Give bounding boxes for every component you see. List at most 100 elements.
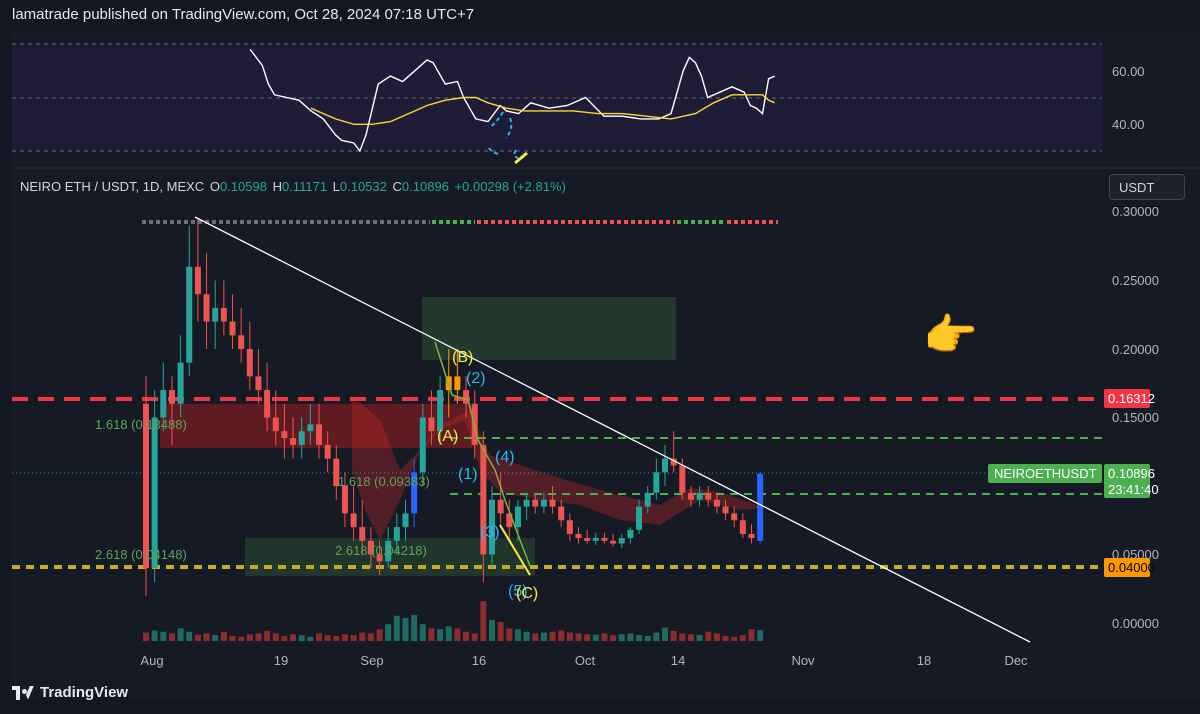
candle-body bbox=[194, 266, 201, 295]
descending-trendline bbox=[194, 216, 1031, 643]
volume-bar bbox=[558, 630, 565, 641]
candle-body bbox=[333, 458, 340, 486]
candle-body bbox=[168, 390, 175, 404]
rsi-yellow-mark bbox=[514, 151, 528, 165]
candle-body bbox=[739, 520, 746, 534]
candle-body bbox=[722, 506, 729, 514]
currency-button[interactable]: USDT bbox=[1109, 174, 1185, 200]
candle-body bbox=[696, 492, 703, 500]
fib-label-1: 1.618 (0.13488) bbox=[95, 417, 187, 432]
wave-label-c: (C) bbox=[516, 585, 538, 602]
candle-body bbox=[731, 513, 738, 521]
candle-body bbox=[506, 513, 513, 528]
volume-bar bbox=[212, 635, 219, 641]
wave-path bbox=[434, 341, 531, 567]
x-tick-19: 19 bbox=[274, 653, 288, 668]
volume-bar bbox=[246, 634, 253, 641]
volume-bar bbox=[575, 633, 582, 641]
candle-body bbox=[290, 438, 297, 445]
volume-bar bbox=[731, 636, 738, 641]
fib-label-2: 1.618 (0.09383) bbox=[338, 474, 430, 489]
candle-body bbox=[264, 390, 271, 418]
candle-body bbox=[272, 417, 279, 432]
candle-body bbox=[748, 533, 755, 539]
wave-label-4: (4) bbox=[495, 449, 515, 466]
candle-body bbox=[549, 499, 556, 507]
volume-bar bbox=[359, 632, 366, 641]
candle-body bbox=[592, 538, 599, 541]
candle-body bbox=[212, 307, 219, 322]
candle-body bbox=[402, 513, 409, 528]
volume-bar bbox=[601, 633, 608, 641]
volume-bar bbox=[480, 601, 487, 641]
volume-bar bbox=[238, 636, 245, 641]
candle-body bbox=[757, 473, 764, 541]
volume-bar bbox=[186, 631, 193, 641]
current-price-tag bbox=[1104, 464, 1150, 498]
x-tick-18: 18 bbox=[917, 653, 931, 668]
volume-bar bbox=[592, 634, 599, 641]
volume-bar bbox=[151, 630, 158, 641]
volume-bar bbox=[540, 632, 547, 641]
volume-bar bbox=[428, 628, 435, 641]
rsi-tick-60: 60.00 bbox=[1112, 64, 1145, 79]
candle-body bbox=[558, 506, 565, 521]
volume-bar bbox=[584, 634, 591, 641]
x-tick-sep: Sep bbox=[360, 653, 383, 668]
candle-body bbox=[281, 431, 288, 439]
rsi-lines bbox=[249, 48, 775, 153]
volume-bar bbox=[402, 617, 409, 641]
volume-bar bbox=[393, 615, 400, 641]
volume-bar bbox=[679, 633, 686, 641]
tradingview-footer[interactable]: TradingView bbox=[12, 684, 128, 701]
volume-bar bbox=[307, 636, 314, 641]
candle-body bbox=[177, 362, 184, 404]
candle-body bbox=[341, 486, 348, 514]
volume-bar bbox=[229, 635, 236, 641]
candle-body bbox=[160, 390, 167, 418]
candle-body bbox=[385, 540, 392, 562]
volume-bar bbox=[523, 631, 530, 641]
volume-bar bbox=[610, 635, 617, 641]
candle-body bbox=[359, 527, 366, 541]
volume-bar bbox=[333, 635, 340, 641]
candle-body bbox=[376, 554, 383, 562]
candles bbox=[143, 218, 764, 596]
resistance-price-tag bbox=[1104, 389, 1150, 408]
volume-bar bbox=[194, 634, 201, 641]
candle-body bbox=[307, 424, 314, 432]
volume-bar bbox=[670, 630, 677, 641]
wave-label-3: (3) bbox=[480, 524, 500, 541]
footer-brand: TradingView bbox=[40, 684, 129, 701]
candle-body bbox=[540, 499, 547, 507]
volume-bar bbox=[722, 635, 729, 641]
volume-bar bbox=[618, 634, 625, 641]
volume-bar bbox=[385, 624, 392, 641]
candle-body bbox=[713, 499, 720, 507]
candle-body bbox=[601, 538, 608, 541]
volume-bar bbox=[627, 633, 634, 641]
fib-label-3: 2.618 (0.04148) bbox=[95, 547, 187, 562]
resistance-price-text: 0.16312 bbox=[1108, 391, 1155, 406]
candle-body bbox=[151, 417, 158, 569]
volume-bar bbox=[411, 614, 418, 641]
legend-close: 0.10896 bbox=[401, 179, 449, 194]
volume-bar bbox=[298, 635, 305, 641]
price-tick-020: 0.20000 bbox=[1112, 342, 1159, 357]
candle-body bbox=[316, 424, 322, 445]
volume-bar bbox=[160, 631, 167, 641]
fib-label-4: 2.618 (0.04218) bbox=[335, 543, 427, 558]
legend-high-label: H bbox=[272, 179, 282, 194]
volume-bar bbox=[514, 629, 521, 641]
published-header: lamatrade published on TradingView.com, … bbox=[12, 6, 475, 23]
candle-body bbox=[428, 417, 435, 432]
legend-symbol: NEIRO ETH / USDT, 1D, MEXC bbox=[20, 179, 205, 194]
rsi-tick-40: 40.00 bbox=[1112, 117, 1145, 132]
rsi-line-0 bbox=[249, 48, 775, 153]
volume-bar bbox=[566, 632, 573, 641]
volume-bar bbox=[705, 631, 712, 641]
legend-open-label: O bbox=[209, 179, 220, 194]
rsi-pane: 60.00 40.00 bbox=[12, 43, 1145, 165]
volume-bar bbox=[696, 635, 703, 641]
